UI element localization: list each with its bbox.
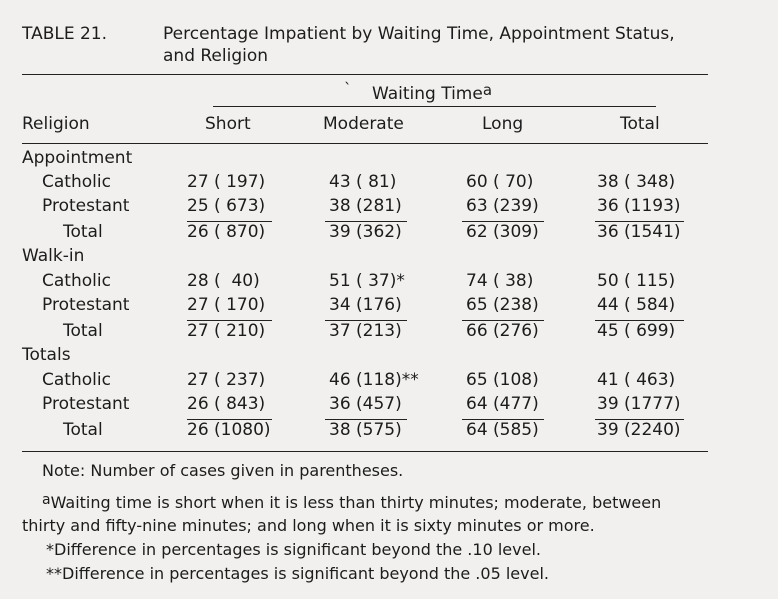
subtotal-rule (595, 419, 684, 421)
cell-long: 74 ( 38) (466, 271, 534, 291)
subtotal-rule (325, 221, 407, 223)
col-header-religion: Religion (22, 114, 90, 134)
cell-total: 45 ( 699) (597, 321, 676, 341)
cell-short: 26 (1080) (187, 420, 271, 440)
cell-long: 63 (239) (466, 196, 539, 216)
cell-moderate: 34 (176) (329, 295, 402, 315)
cell-moderate: 39 (362) (329, 222, 402, 242)
footnote-a-marker: a (42, 492, 51, 508)
bottom-rule (22, 451, 708, 453)
row-label: Total (63, 222, 103, 242)
cell-long: 65 (108) (466, 370, 539, 390)
row-label: Protestant (42, 394, 130, 414)
row-label: Total (63, 321, 103, 341)
row-label: Protestant (42, 295, 130, 315)
subtotal-rule (462, 419, 544, 421)
table-label: TABLE 21. (22, 24, 108, 44)
cell-long: 65 (238) (466, 295, 539, 315)
section-title-appointment: Appointment (22, 148, 133, 168)
cell-short: 25 ( 673) (187, 196, 266, 216)
row-label: Protestant (42, 196, 130, 216)
subtotal-rule (325, 320, 407, 322)
footnote-a: aWaiting time is short when it is less t… (42, 492, 662, 512)
cell-moderate: 38 (575) (329, 420, 402, 440)
cell-short: 28 ( 40) (187, 271, 260, 291)
cell-short: 26 ( 843) (187, 394, 266, 414)
cell-total: 39 (2240) (597, 420, 681, 440)
cell-moderate: 37 (213) (329, 321, 402, 341)
cell-total: 36 (1193) (597, 196, 681, 216)
cell-moderate: 43 ( 81) (329, 172, 397, 192)
cell-long: 64 (477) (466, 394, 539, 414)
cell-total: 39 (1777) (597, 394, 681, 414)
cell-total: 44 ( 584) (597, 295, 676, 315)
footnote-double-star: **Difference in percentages is significa… (46, 564, 549, 583)
footnote-star: *Difference in percentages is significan… (46, 540, 541, 559)
cell-long: 62 (309) (466, 222, 539, 242)
row-label: Catholic (42, 172, 111, 192)
table-title-line1: Percentage Impatient by Waiting Time, Ap… (163, 24, 675, 44)
cell-moderate: 46 (118)** (329, 370, 419, 390)
row-label: Catholic (42, 271, 111, 291)
cell-long: 64 (585) (466, 420, 539, 440)
cell-short: 27 ( 170) (187, 295, 266, 315)
cell-short: 26 ( 870) (187, 222, 266, 242)
col-header-total: Total (620, 114, 660, 134)
cell-total: 38 ( 348) (597, 172, 676, 192)
cell-short: 27 ( 210) (187, 321, 266, 341)
subtotal-rule (187, 221, 272, 223)
cell-total: 41 ( 463) (597, 370, 676, 390)
cell-total: 50 ( 115) (597, 271, 676, 291)
row-label: Total (63, 420, 103, 440)
cell-short: 27 ( 237) (187, 370, 266, 390)
cell-moderate: 51 ( 37)* (329, 271, 405, 291)
row-label: Catholic (42, 370, 111, 390)
col-header-short: Short (205, 114, 251, 134)
header-bottom-rule (22, 143, 708, 145)
subtotal-rule (187, 419, 272, 421)
section-title-walk-in: Walk-in (22, 246, 85, 266)
waiting-time-span-rule (213, 106, 656, 108)
header-tick-mark: ` (344, 80, 352, 98)
note-cases: Note: Number of cases given in parenthes… (42, 461, 404, 480)
section-title-totals: Totals (22, 345, 71, 365)
subtotal-rule (595, 221, 684, 223)
cell-moderate: 36 (457) (329, 394, 402, 414)
subtotal-rule (187, 320, 272, 322)
subtotal-rule (462, 320, 544, 322)
cell-long: 60 ( 70) (466, 172, 534, 192)
col-header-long: Long (482, 114, 524, 134)
table-title-line2: and Religion (163, 46, 269, 66)
waiting-time-header: Waiting Timea (372, 81, 493, 104)
subtotal-rule (325, 419, 407, 421)
cell-short: 27 ( 197) (187, 172, 266, 192)
cell-long: 66 (276) (466, 321, 539, 341)
col-header-moderate: Moderate (323, 114, 404, 134)
footnote-a-continued: thirty and fifty-nine minutes; and long … (22, 516, 595, 535)
subtotal-rule (595, 320, 684, 322)
cell-total: 36 (1541) (597, 222, 681, 242)
waiting-time-footnote-marker: a (482, 81, 493, 99)
cell-moderate: 38 (281) (329, 196, 402, 216)
subtotal-rule (462, 221, 544, 223)
top-rule (22, 74, 708, 76)
